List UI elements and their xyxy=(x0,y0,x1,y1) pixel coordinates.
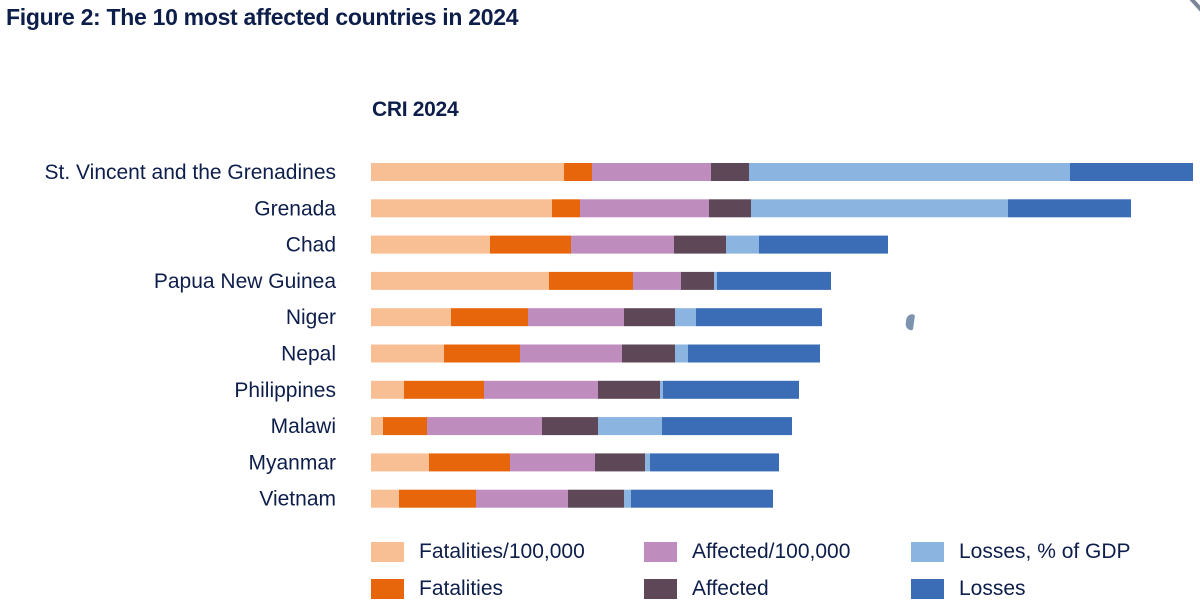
bar-segment-myanmar-affected xyxy=(595,453,645,472)
stacked-bar-chart: St. Vincent and the Grenadines Grenada Cha… xyxy=(45,161,1193,511)
legend-item-affected-per-100k: Affected/100,000 xyxy=(644,540,850,564)
bar-segment-philippines-affected xyxy=(598,380,660,399)
country-label-grenada: Grenada xyxy=(254,197,336,220)
bar-segment-grenada-affected-100-000 xyxy=(580,199,709,218)
legend-item-affected: Affected xyxy=(644,577,769,601)
country-label-st-vincent-and-the-grenadines: St. Vincent and the Grenadines xyxy=(45,161,336,184)
legend-swatch xyxy=(911,542,944,562)
bar-segment-philippines-losses-of-gdp xyxy=(660,380,663,399)
legend-item-fatalities: Fatalities xyxy=(371,577,503,601)
bar-segment-chad-losses xyxy=(759,235,888,254)
legend-item-losses: Losses xyxy=(911,577,1026,601)
bar-segment-st-vincent-and-the-grenadines-fatalities-100-000 xyxy=(371,163,564,181)
legend-label: Fatalities xyxy=(419,577,504,600)
bar-segment-myanmar-affected-100-000 xyxy=(510,453,595,472)
bar-segment-chad-affected xyxy=(674,235,726,254)
bar-segment-papua-new-guinea-affected-100-000 xyxy=(633,271,681,290)
bar-segment-niger-losses xyxy=(696,308,822,327)
bar-segment-malawi-affected xyxy=(542,417,598,436)
legend-swatch xyxy=(371,542,404,562)
bar-segment-myanmar-fatalities-100-000 xyxy=(371,453,429,472)
country-label-malawi: Malawi xyxy=(271,415,336,438)
bar-segment-papua-new-guinea-losses-of-gdp xyxy=(714,271,717,290)
bar-segment-myanmar-losses xyxy=(650,453,779,472)
bar-segment-st-vincent-and-the-grenadines-losses xyxy=(1070,163,1193,181)
bar-segment-nepal-affected-100-000 xyxy=(520,344,622,363)
bar-segment-nepal-losses-of-gdp xyxy=(675,344,688,363)
bar-segment-papua-new-guinea-fatalities xyxy=(549,271,633,290)
bar-segment-philippines-fatalities xyxy=(404,380,484,399)
legend-swatch xyxy=(371,579,404,599)
bars xyxy=(371,163,1193,508)
bar-segment-chad-affected-100-000 xyxy=(571,235,674,254)
bar-segment-grenada-fatalities xyxy=(552,199,580,218)
bar-segment-vietnam-fatalities xyxy=(399,489,476,508)
bar-segment-grenada-fatalities-100-000 xyxy=(371,199,552,218)
bar-segment-vietnam-fatalities-100-000 xyxy=(371,489,399,508)
legend-swatch xyxy=(911,579,944,599)
legend-label: Fatalities/100,000 xyxy=(419,540,585,563)
bar-segment-malawi-losses-of-gdp xyxy=(598,417,662,436)
bar-segment-st-vincent-and-the-grenadines-fatalities xyxy=(564,163,592,181)
country-label-nepal: Nepal xyxy=(281,343,336,366)
bar-segment-grenada-losses-of-gdp xyxy=(751,199,1008,218)
bar-segment-papua-new-guinea-affected xyxy=(681,271,714,290)
bar-segment-niger-fatalities-100-000 xyxy=(371,308,451,327)
legend-label: Losses, % of GDP xyxy=(959,540,1131,563)
country-label-niger: Niger xyxy=(286,306,336,329)
country-label-chad: Chad xyxy=(286,234,336,257)
bar-segment-st-vincent-and-the-grenadines-affected xyxy=(711,163,749,181)
bar-segment-niger-affected xyxy=(624,308,675,327)
bar-segment-philippines-fatalities-100-000 xyxy=(371,380,404,399)
country-label-papua-new-guinea: Papua New Guinea xyxy=(154,270,336,293)
bar-segment-niger-affected-100-000 xyxy=(528,308,624,327)
bar-segment-vietnam-affected-100-000 xyxy=(476,489,568,508)
legend-item-fatalities-per-100k: Fatalities/100,000 xyxy=(371,540,585,564)
bar-segment-nepal-losses xyxy=(688,344,820,363)
legend-label: Affected/100,000 xyxy=(692,540,851,563)
legend-label: Losses xyxy=(959,577,1026,600)
country-label-philippines: Philippines xyxy=(234,379,336,402)
bar-segment-vietnam-affected xyxy=(568,489,624,508)
bar-segment-niger-fatalities xyxy=(451,308,528,327)
chart-title: CRI 2024 xyxy=(372,98,459,121)
bar-segment-malawi-fatalities xyxy=(383,417,427,436)
legend-swatch xyxy=(644,542,677,562)
bar-segment-nepal-fatalities-100-000 xyxy=(371,344,444,363)
country-labels: St. Vincent and the Grenadines Grenada Cha… xyxy=(45,161,337,511)
bar-segment-myanmar-fatalities xyxy=(429,453,510,472)
country-label-vietnam: Vietnam xyxy=(259,488,336,511)
legend-item-losses-pct-gdp: Losses, % of GDP xyxy=(911,540,1131,564)
bar-segment-vietnam-losses xyxy=(631,489,773,508)
bar-segment-st-vincent-and-the-grenadines-affected-100-000 xyxy=(592,163,711,181)
legend-swatch xyxy=(644,579,677,599)
bar-segment-papua-new-guinea-fatalities-100-000 xyxy=(371,271,549,290)
bar-segment-nepal-affected xyxy=(622,344,675,363)
bar-segment-grenada-losses xyxy=(1008,199,1131,218)
bar-segment-nepal-fatalities xyxy=(444,344,520,363)
bar-segment-chad-losses-of-gdp xyxy=(726,235,759,254)
bar-segment-myanmar-losses-of-gdp xyxy=(645,453,650,472)
bar-segment-malawi-fatalities-100-000 xyxy=(371,417,383,436)
bar-segment-niger-losses-of-gdp xyxy=(675,308,696,327)
bar-segment-malawi-affected-100-000 xyxy=(427,417,542,436)
legend-label: Affected xyxy=(692,577,769,600)
country-label-myanmar: Myanmar xyxy=(248,451,336,474)
bar-segment-vietnam-losses-of-gdp xyxy=(624,489,631,508)
bar-segment-philippines-losses xyxy=(663,380,799,399)
bar-segment-papua-new-guinea-losses xyxy=(717,271,831,290)
figure-title: Figure 2: The 10 most affected countries… xyxy=(6,4,519,30)
bar-segment-chad-fatalities-100-000 xyxy=(371,235,490,254)
bar-segment-malawi-losses xyxy=(662,417,792,436)
bar-segment-grenada-affected xyxy=(709,199,751,218)
bar-segment-chad-fatalities xyxy=(490,235,571,254)
bar-segment-st-vincent-and-the-grenadines-losses-of-gdp xyxy=(749,163,1070,181)
bar-segment-philippines-affected-100-000 xyxy=(484,380,598,399)
